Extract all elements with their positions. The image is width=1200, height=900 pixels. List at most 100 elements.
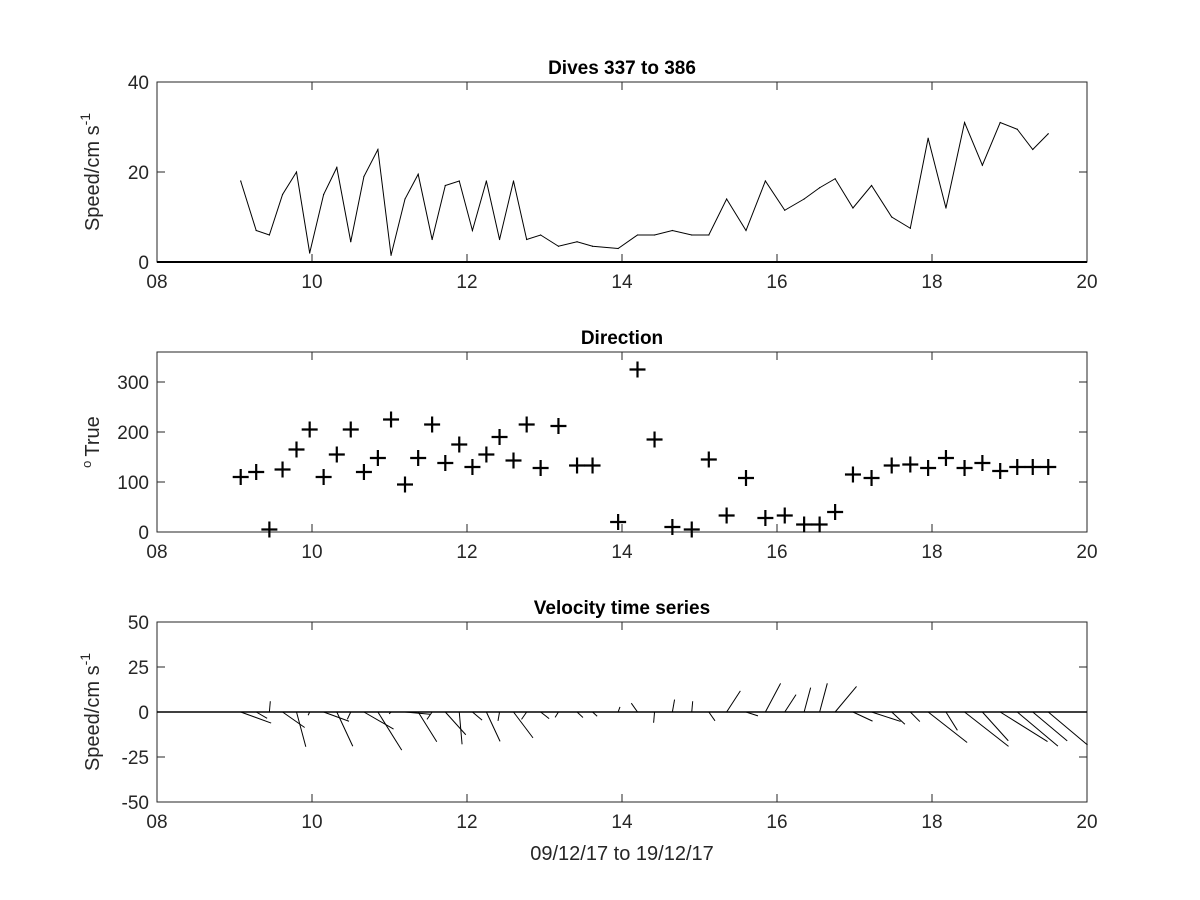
velocity-ytick-label: 0 — [138, 703, 149, 724]
speed-axes: 08 10 12 14 16 18 20 0 20 40 Dives 337 to 386 Speed… — [77, 58, 1098, 293]
velocity-stick — [891, 711, 906, 725]
velocity-ytick-label: -50 — [122, 793, 149, 814]
direction-marker — [383, 411, 400, 428]
speed-point — [852, 207, 854, 209]
speed-point — [444, 184, 446, 187]
velocity-stick — [404, 711, 431, 715]
direction-marker — [757, 510, 774, 526]
direction-marker — [274, 461, 291, 478]
velocity-stick — [653, 711, 656, 723]
speed-point — [576, 241, 578, 243]
direction-marker — [478, 446, 495, 463]
speed-point — [295, 171, 298, 173]
direction-title: Direction — [581, 328, 663, 349]
velocity-stick — [726, 690, 741, 713]
direction-marker — [956, 460, 973, 476]
speed-ylabel-sup: -1 — [77, 113, 93, 126]
direction-marker — [610, 514, 627, 530]
direction-xtick-label: 12 — [456, 542, 477, 563]
velocity-xtick-label: 14 — [611, 812, 633, 833]
velocity-xtick-label: 20 — [1076, 812, 1097, 833]
direction-marker — [738, 470, 754, 486]
direction-marker — [505, 452, 522, 469]
speed-point — [617, 247, 619, 250]
speed-ylabel-text: Speed/cm s — [82, 125, 104, 231]
speed-point — [1047, 133, 1049, 135]
speed-point — [671, 229, 673, 232]
direction-ylabel-sup: o — [79, 461, 94, 468]
speed-point — [745, 229, 747, 232]
direction-marker — [776, 507, 793, 524]
direction-marker — [232, 469, 249, 485]
velocity-stick — [521, 711, 528, 720]
speed-point — [999, 121, 1001, 124]
direction-marker — [424, 416, 441, 433]
speed-point — [691, 234, 693, 236]
direction-marker — [974, 455, 991, 471]
velocity-stick — [363, 711, 394, 730]
direction-marker — [937, 450, 954, 466]
velocity-stick — [834, 686, 857, 713]
direction-xtick-label: 20 — [1076, 542, 1097, 563]
direction-xtick-label: 16 — [766, 542, 787, 563]
direction-xtick-label: 10 — [301, 542, 322, 563]
velocity-stick — [964, 711, 1009, 747]
direction-xtick-label: 14 — [611, 542, 633, 563]
velocity-stick — [1047, 711, 1088, 746]
speed-point — [1016, 128, 1018, 130]
direction-marker — [355, 464, 372, 480]
speed-point — [945, 207, 947, 209]
velocity-stick — [388, 711, 392, 715]
speed-point — [336, 166, 338, 169]
direction-marker — [718, 507, 735, 524]
speed-point — [1032, 148, 1034, 151]
velocity-xtick-label: 16 — [766, 812, 787, 833]
speed-point — [708, 234, 710, 236]
speed-xtick-label: 20 — [1076, 272, 1097, 293]
direction-marker — [464, 459, 481, 475]
velocity-stick — [784, 694, 797, 713]
velocity-stick — [617, 706, 621, 713]
speed-point — [636, 234, 639, 236]
velocity-stick — [346, 711, 352, 720]
speed-point — [870, 184, 873, 187]
velocity-stick — [852, 711, 873, 722]
velocity-stick — [417, 711, 438, 743]
speed-point — [819, 187, 821, 189]
direction-marker — [1040, 459, 1057, 475]
velocity-stick — [927, 711, 968, 743]
speed-point — [471, 229, 474, 232]
direction-marker — [301, 421, 318, 438]
direction-ytick-label: 0 — [138, 523, 149, 544]
speed-xtick-label: 12 — [456, 272, 477, 293]
speed-ylabel: Speed/cm s-1 — [77, 113, 104, 231]
velocity-stick — [691, 701, 694, 713]
velocity-stick — [513, 711, 534, 739]
velocity-stick — [540, 711, 550, 720]
direction-marker — [532, 460, 549, 476]
velocity-axes: 08 10 12 14 16 18 20 -50 -25 0 25 50 Velocity time s… — [77, 598, 1098, 865]
direction-marker — [1024, 459, 1041, 475]
velocity-stick — [426, 711, 433, 720]
velocity-xtick-label: 18 — [921, 812, 942, 833]
speed-point — [377, 148, 379, 151]
speed-point — [803, 198, 805, 200]
velocity-stick — [296, 711, 307, 747]
speed-point — [350, 241, 352, 243]
velocity-stick — [982, 711, 1009, 742]
velocity-title: Velocity time series — [534, 598, 710, 619]
direction-marker — [569, 457, 586, 474]
direction-marker — [883, 457, 900, 474]
velocity-stick — [945, 711, 958, 731]
velocity-ytick-label: 25 — [128, 658, 149, 679]
velocity-stick — [630, 702, 638, 713]
velocity-ytick-label: 50 — [128, 613, 149, 634]
direction-marker — [1009, 459, 1026, 475]
velocity-stick — [282, 711, 305, 728]
velocity-stick — [323, 711, 350, 722]
direction-marker — [397, 476, 413, 493]
speed-point — [653, 234, 656, 236]
speed-ytick-label: 20 — [128, 163, 149, 184]
velocity-stick — [240, 711, 272, 724]
